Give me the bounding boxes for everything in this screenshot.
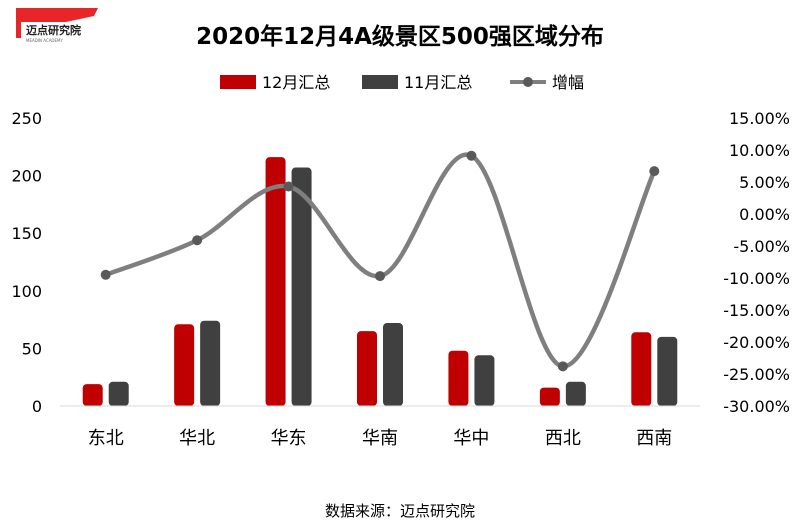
legend-label: 增幅 [552,73,584,92]
bar [539,387,560,406]
left-y-axis: 0 50 100 150 200 250 [11,109,42,416]
x-tick-label: 西北 [545,428,581,449]
right-tick-label: -20.00% [723,333,790,352]
x-tick-label: 华东 [271,428,307,449]
legend-swatch [220,75,256,89]
logo-banner [16,8,98,22]
growth-point [466,150,477,161]
bar [357,331,377,406]
legend-swatch [362,75,398,89]
right-tick-label: 5.00% [739,173,790,192]
right-tick-label: 0.00% [739,205,790,224]
growth-line [103,152,657,369]
source-note: 数据来源：迈点研究院 [325,502,475,520]
x-tick-label: 西南 [636,428,672,449]
chart-title: 2020年12月4A级景区500强区域分布 [196,23,604,50]
legend-label: 11月汇总 [404,73,472,92]
bar [631,332,652,406]
bar [383,323,403,406]
right-y-axis: -30.00% -25.00% -20.00% -15.00% -10.00% -5.00… [723,109,790,416]
growth-point [100,269,111,280]
growth-point [283,181,294,192]
bar [657,336,678,406]
right-tick-label: -30.00% [723,397,790,416]
right-tick-label: -15.00% [723,301,790,320]
logo-name: 迈点研究院 [26,23,81,37]
right-tick-label: -5.00% [733,237,790,256]
bar [108,381,129,406]
right-tick-label: 10.00% [729,141,790,160]
left-tick-label: 100 [11,282,42,301]
left-tick-label: 50 [22,339,42,358]
legend-marker [523,77,533,87]
bar [565,381,586,406]
bar [265,157,286,406]
right-tick-label: -10.00% [723,269,790,288]
logo: 迈点研究院 MEADIN ACADEMY [6,6,106,46]
line-series [100,150,660,372]
bar [291,167,312,406]
bar [474,355,495,406]
logo-subtitle: MEADIN ACADEMY [26,38,63,43]
x-axis-labels: 东北 华北 华东 华南 华中 西北 西南 [88,428,673,449]
growth-point [192,235,203,246]
left-tick-label: 250 [11,109,42,128]
bar [174,324,195,406]
bar [200,320,221,406]
bar [82,384,103,406]
legend: 12月汇总 11月汇总 增幅 [220,73,584,92]
bar [448,350,469,406]
growth-point [557,361,568,372]
right-tick-label: 15.00% [729,109,790,128]
x-tick-label: 华南 [362,428,398,449]
lighthouse-icon [16,10,21,38]
legend-label: 12月汇总 [262,73,330,92]
growth-point [375,271,385,282]
left-tick-label: 0 [32,397,42,416]
logo-graphic: 迈点研究院 MEADIN ACADEMY [16,8,98,43]
x-tick-label: 华中 [453,428,489,449]
left-tick-label: 150 [11,224,42,243]
bar-series [60,157,700,407]
growth-point [649,166,660,177]
x-tick-label: 东北 [88,428,124,449]
left-tick-label: 200 [11,167,42,186]
right-tick-label: -25.00% [723,365,790,384]
x-tick-label: 华北 [179,428,215,449]
